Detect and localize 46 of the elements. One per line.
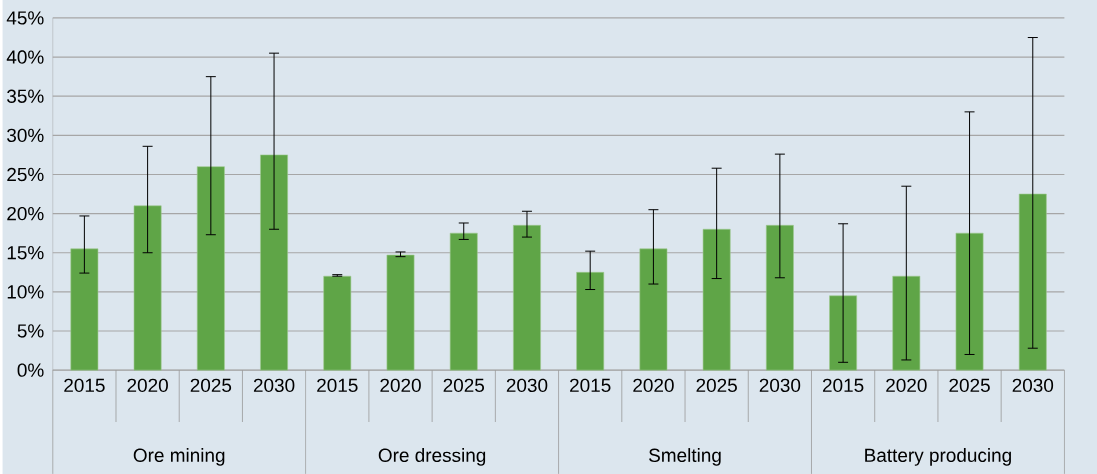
bar (196, 166, 225, 371)
bar (955, 232, 984, 371)
y-tick-label: 25% (7, 167, 44, 182)
y-tick-label: 45% (6, 11, 44, 25)
bar (1018, 193, 1047, 371)
y-tick-label: 35% (7, 89, 44, 103)
bar (829, 295, 857, 371)
x-tick-label: 2030 (253, 378, 295, 392)
x-tick-label: 2025 (696, 378, 737, 392)
bar (449, 232, 478, 371)
x-tick-label: 2030 (1012, 378, 1054, 392)
text: Ore mining (133, 447, 225, 466)
x-tick-label: 2025 (443, 378, 485, 392)
x-tick-label: 2015 (64, 378, 105, 392)
x-tick-label: 2025 (190, 378, 232, 392)
y-tick-label: 0% (17, 363, 44, 377)
x-tick-label: 2030 (506, 378, 548, 392)
x-tick-label: 2020 (633, 378, 674, 392)
x-tick-label: 2015 (317, 378, 358, 392)
bar (513, 224, 541, 371)
bar (892, 275, 921, 371)
bar (133, 205, 162, 371)
bar (576, 271, 605, 371)
x-tick-label: 2015 (570, 378, 611, 392)
bar (702, 228, 731, 371)
bar (639, 248, 668, 371)
x-tick-label: 2020 (380, 378, 421, 392)
text: Battery producing (865, 447, 1011, 466)
x-tick-label: 2020 (127, 378, 168, 392)
text: Smelting (649, 447, 721, 466)
y-tick-label: 40% (6, 50, 44, 64)
x-tick-label: 2020 (886, 378, 927, 392)
bar (386, 254, 415, 371)
text: Ore dressing (378, 447, 486, 466)
bar (70, 248, 99, 371)
x-tick-label: 2030 (759, 378, 801, 392)
y-tick-label: 5% (17, 324, 44, 338)
y-tick-label: 30% (7, 128, 44, 142)
bar (765, 224, 794, 371)
y-tick-label: 10% (7, 285, 44, 299)
bar (323, 275, 352, 371)
x-tick-label: 2015 (822, 378, 864, 392)
y-tick-label: 15% (7, 245, 44, 260)
y-tick-label: 20% (7, 206, 44, 221)
x-tick-label: 2025 (949, 378, 990, 392)
bar (260, 154, 288, 371)
